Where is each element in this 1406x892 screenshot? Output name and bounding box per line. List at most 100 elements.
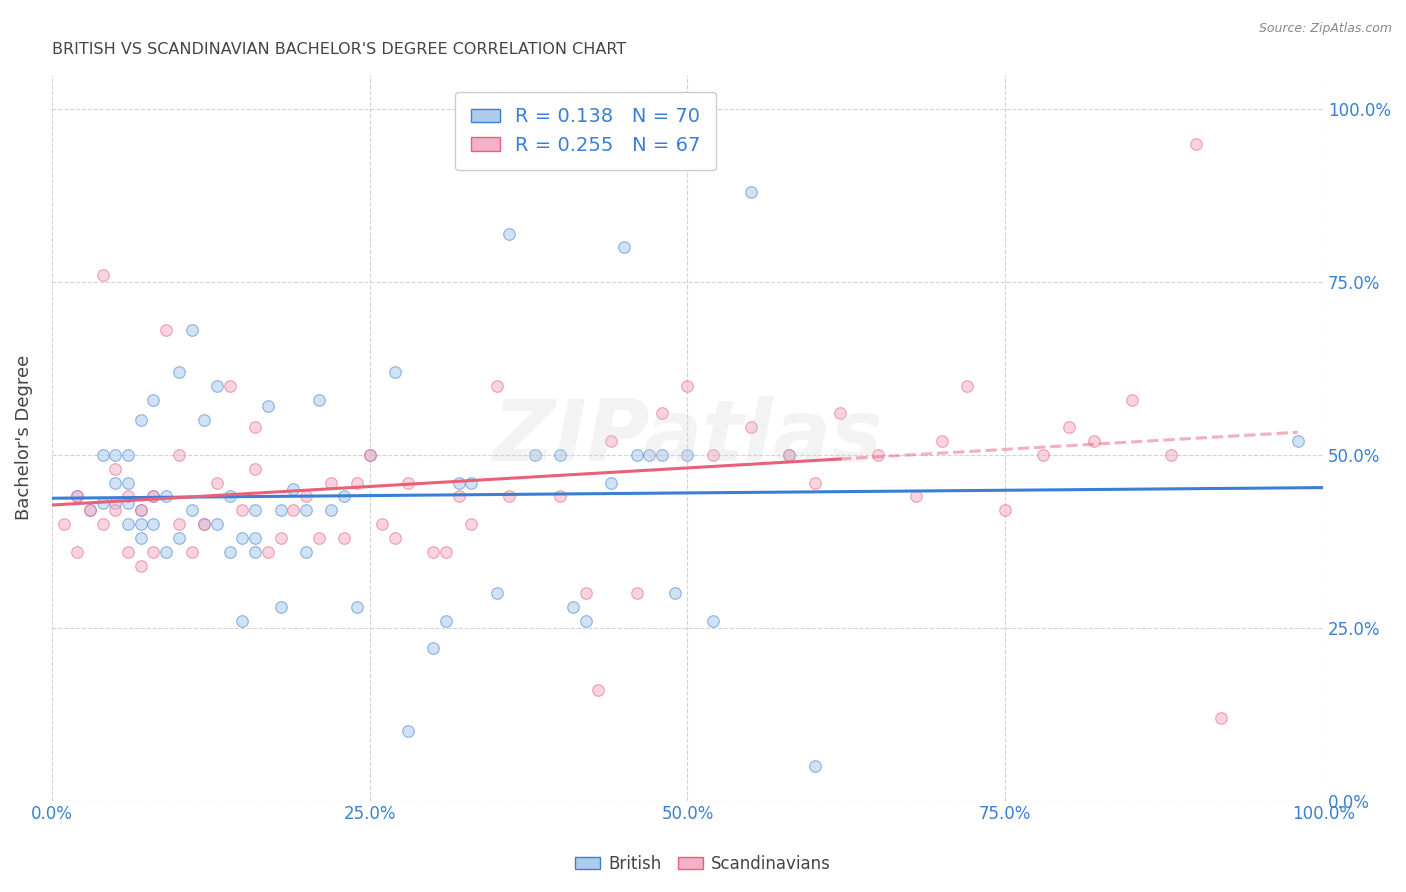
Point: [117, 475, 139, 490]
Point: [359, 448, 381, 462]
Point: [193, 516, 215, 531]
Point: [142, 489, 165, 503]
Point: [676, 378, 699, 392]
Point: [117, 489, 139, 503]
Point: [626, 586, 648, 600]
Point: [321, 475, 343, 490]
Point: [243, 531, 266, 545]
Y-axis label: Bachelor's Degree: Bachelor's Degree: [15, 355, 32, 520]
Point: [53, 516, 76, 531]
Point: [651, 448, 673, 462]
Point: [218, 544, 240, 558]
Point: [333, 531, 356, 545]
Point: [931, 434, 953, 448]
Point: [371, 516, 394, 531]
Point: [231, 614, 253, 628]
Point: [333, 489, 356, 503]
Point: [434, 544, 457, 558]
Point: [257, 400, 280, 414]
Point: [117, 448, 139, 462]
Point: [91, 496, 114, 510]
Point: [270, 600, 292, 615]
Point: [321, 503, 343, 517]
Point: [994, 503, 1017, 517]
Point: [664, 586, 686, 600]
Point: [447, 475, 470, 490]
Point: [231, 531, 253, 545]
Point: [308, 392, 330, 407]
Point: [142, 544, 165, 558]
Point: [1211, 711, 1233, 725]
Point: [283, 503, 305, 517]
Point: [193, 516, 215, 531]
Point: [129, 516, 152, 531]
Point: [1121, 392, 1143, 407]
Point: [66, 489, 89, 503]
Point: [91, 268, 114, 282]
Point: [104, 461, 127, 475]
Point: [803, 759, 825, 773]
Point: [142, 489, 165, 503]
Point: [1185, 136, 1208, 151]
Point: [498, 227, 520, 241]
Point: [396, 475, 419, 490]
Point: [243, 420, 266, 434]
Point: [956, 378, 979, 392]
Point: [193, 413, 215, 427]
Point: [422, 641, 444, 656]
Point: [523, 157, 546, 171]
Point: [550, 489, 572, 503]
Point: [803, 475, 825, 490]
Point: [778, 448, 800, 462]
Point: [180, 323, 202, 337]
Point: [1032, 448, 1054, 462]
Point: [218, 378, 240, 392]
Point: [384, 365, 406, 379]
Point: [104, 448, 127, 462]
Point: [295, 544, 318, 558]
Point: [295, 503, 318, 517]
Point: [129, 558, 152, 573]
Point: [346, 475, 368, 490]
Point: [129, 531, 152, 545]
Point: [167, 531, 190, 545]
Point: [422, 544, 444, 558]
Point: [384, 531, 406, 545]
Text: Source: ZipAtlas.com: Source: ZipAtlas.com: [1258, 22, 1392, 36]
Point: [155, 489, 177, 503]
Legend: R = 0.138   N = 70, R = 0.255   N = 67: R = 0.138 N = 70, R = 0.255 N = 67: [456, 92, 716, 170]
Point: [104, 503, 127, 517]
Point: [626, 448, 648, 462]
Point: [117, 516, 139, 531]
Point: [270, 503, 292, 517]
Point: [129, 413, 152, 427]
Point: [828, 406, 851, 420]
Point: [575, 614, 598, 628]
Point: [905, 489, 928, 503]
Point: [778, 448, 800, 462]
Point: [498, 489, 520, 503]
Point: [243, 461, 266, 475]
Point: [167, 448, 190, 462]
Point: [104, 475, 127, 490]
Point: [460, 475, 482, 490]
Point: [205, 378, 228, 392]
Point: [447, 489, 470, 503]
Point: [79, 503, 101, 517]
Point: [651, 406, 673, 420]
Point: [485, 586, 508, 600]
Point: [562, 600, 585, 615]
Point: [117, 496, 139, 510]
Point: [91, 516, 114, 531]
Point: [205, 516, 228, 531]
Point: [91, 448, 114, 462]
Point: [523, 448, 546, 462]
Point: [283, 483, 305, 497]
Point: [740, 185, 762, 199]
Point: [1083, 434, 1105, 448]
Point: [257, 544, 280, 558]
Point: [231, 503, 253, 517]
Point: [129, 503, 152, 517]
Point: [575, 586, 598, 600]
Point: [295, 489, 318, 503]
